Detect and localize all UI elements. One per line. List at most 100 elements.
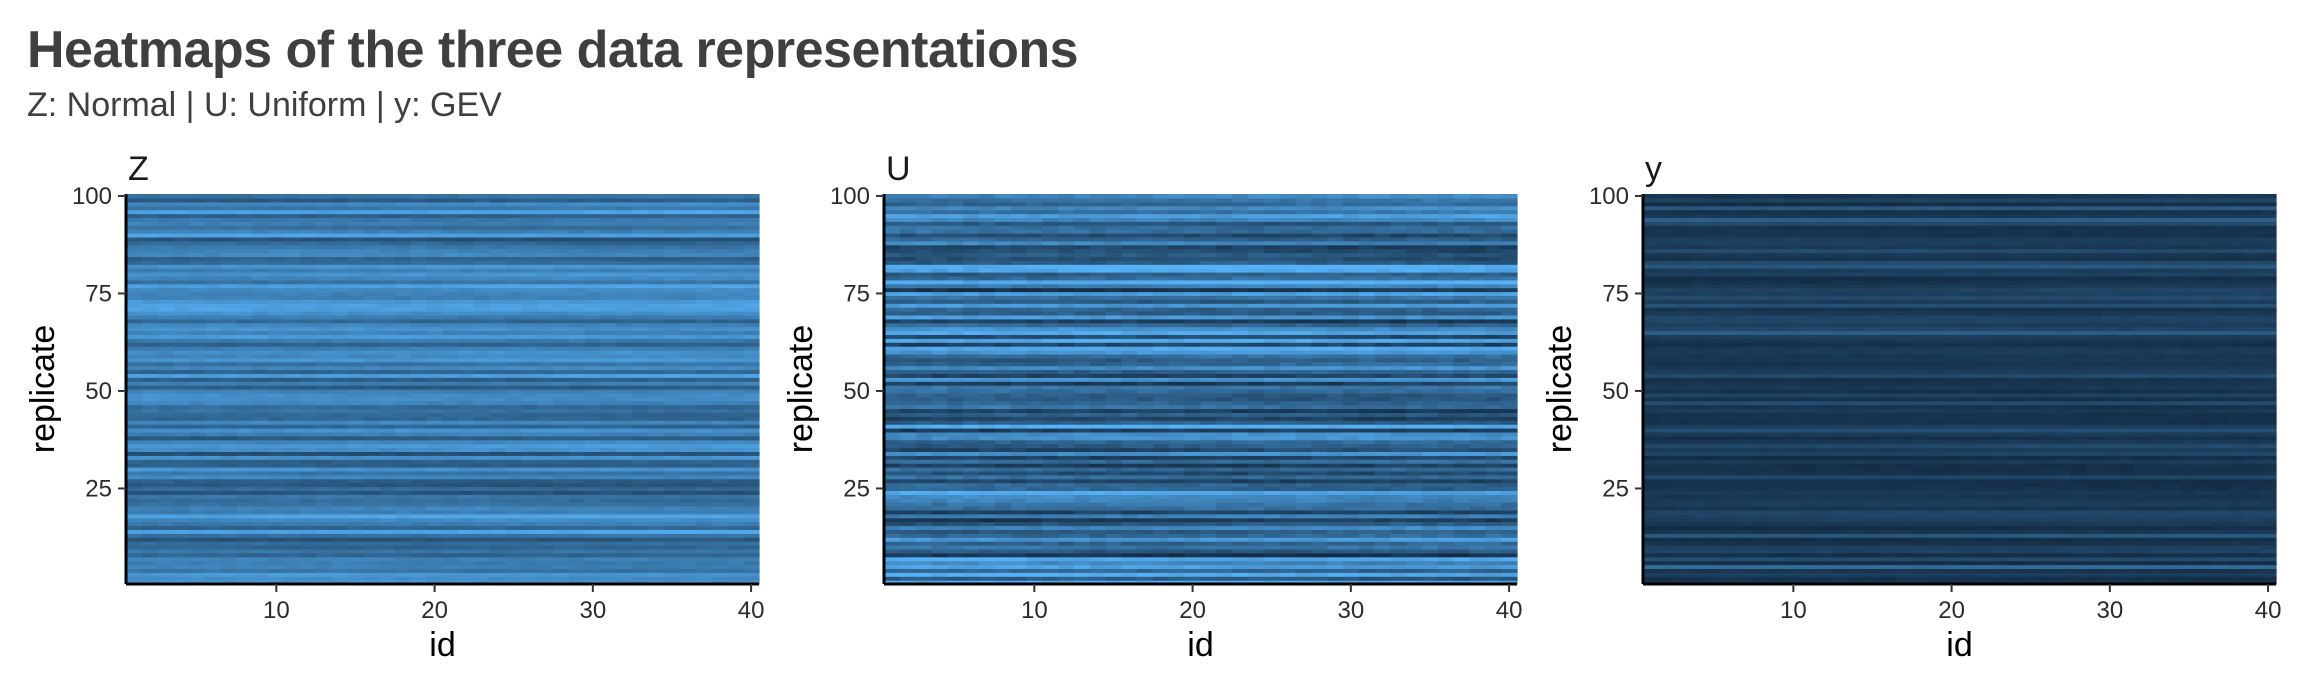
heatmap-cell	[648, 209, 665, 215]
heatmap-cell	[505, 194, 523, 199]
heatmap-cell	[505, 342, 523, 347]
heatmap-cell	[1184, 560, 1202, 566]
heatmap-cell	[252, 498, 270, 503]
heatmap-cell	[1406, 564, 1423, 569]
heatmap-cell	[743, 416, 760, 421]
heatmap-cell	[410, 213, 428, 218]
heatmap-cell	[379, 525, 396, 530]
heatmap-cell	[632, 194, 649, 199]
heatmap-cell	[600, 506, 618, 511]
heatmap-cell	[426, 295, 444, 300]
heatmap-cell	[600, 513, 618, 519]
heatmap-cell	[1042, 498, 1059, 503]
heatmap-cell	[379, 248, 396, 254]
heatmap-cell	[236, 260, 254, 265]
heatmap-cell	[347, 521, 364, 527]
heatmap-cell	[711, 233, 728, 238]
heatmap-cell	[315, 396, 333, 402]
heatmap-cell	[426, 490, 444, 495]
heatmap-cell	[379, 447, 396, 452]
heatmap-cell	[284, 369, 301, 374]
heatmap-cell	[711, 197, 728, 203]
heatmap-cell	[1073, 529, 1091, 534]
heatmap-cell	[347, 365, 364, 371]
heatmap-cell	[331, 580, 349, 585]
heatmap-cell	[711, 486, 728, 491]
heatmap-cell	[126, 342, 143, 347]
heatmap-cell	[458, 486, 475, 491]
heatmap-cell	[727, 334, 744, 339]
heatmap-cell	[1121, 506, 1138, 511]
heatmap-cell	[600, 521, 618, 527]
heatmap-cell	[157, 353, 175, 359]
heatmap-cell	[1263, 521, 1281, 527]
heatmap-cell	[664, 377, 681, 382]
heatmap-cell	[141, 233, 159, 238]
heatmap-cell	[426, 525, 444, 530]
heatmap-cell	[1374, 533, 1392, 538]
heatmap-cell	[410, 470, 428, 476]
heatmap-cell	[1137, 568, 1154, 573]
heatmap-cell	[474, 353, 491, 359]
heatmap-cell	[711, 494, 728, 499]
heatmap-cell	[300, 420, 317, 425]
heatmap-cell	[205, 256, 222, 261]
heatmap-cell	[1469, 552, 1486, 558]
heatmap-cell	[126, 490, 143, 495]
heatmap-cell	[679, 502, 697, 507]
heatmap-cell	[616, 576, 634, 581]
heatmap-cell	[379, 357, 396, 363]
heatmap-cell	[632, 431, 649, 437]
heatmap-cell	[616, 318, 634, 324]
heatmap-cell	[505, 556, 523, 562]
heatmap-cell	[252, 326, 270, 332]
heatmap-cell	[1390, 545, 1407, 550]
heatmap-cell	[205, 486, 222, 491]
heatmap-cell	[363, 412, 380, 417]
heatmap-cell	[220, 260, 238, 265]
heatmap-cell	[584, 568, 602, 573]
heatmap-cell	[331, 322, 349, 328]
heatmap-cell	[300, 408, 317, 413]
heatmap-cell	[284, 435, 301, 441]
heatmap-cell	[300, 459, 317, 464]
heatmap-cell	[173, 287, 190, 293]
heatmap-cell	[379, 314, 396, 320]
heatmap-cell	[300, 291, 317, 296]
heatmap-cell	[632, 490, 649, 495]
heatmap-cell	[315, 233, 333, 238]
heatmap-cell	[126, 229, 143, 234]
heatmap-cell	[1200, 572, 1217, 577]
heatmap-cell	[584, 424, 602, 429]
heatmap-cell	[1184, 564, 1202, 569]
heatmap-cell	[632, 435, 649, 441]
heatmap-cell	[268, 404, 285, 410]
heatmap-cell	[410, 482, 428, 488]
heatmap-cell	[315, 326, 333, 332]
heatmap-cell	[521, 431, 539, 437]
heatmap-cell	[331, 416, 349, 421]
heatmap-cell	[727, 221, 744, 226]
heatmap-cell	[1232, 513, 1249, 519]
heatmap-cell	[205, 509, 222, 515]
heatmap-cell	[410, 548, 428, 554]
heatmap-cell	[189, 318, 206, 324]
heatmap-cell	[695, 205, 713, 211]
heatmap-cell	[1042, 525, 1059, 530]
heatmap-cell	[1501, 529, 1518, 534]
heatmap-cell	[268, 357, 285, 363]
heatmap-cell	[600, 556, 618, 562]
heatmap-cell	[489, 248, 507, 254]
heatmap-cell	[711, 517, 728, 523]
heatmap-cell	[331, 537, 349, 542]
heatmap-cell	[743, 318, 760, 324]
heatmap-cell	[252, 240, 270, 246]
heatmap-cell	[157, 447, 175, 452]
heatmap-cell	[347, 197, 364, 203]
heatmap-cell	[268, 408, 285, 413]
heatmap-cell	[553, 428, 570, 433]
heatmap-cell	[1105, 513, 1122, 519]
heatmap-cell	[395, 439, 412, 445]
heatmap-cell	[347, 205, 364, 211]
